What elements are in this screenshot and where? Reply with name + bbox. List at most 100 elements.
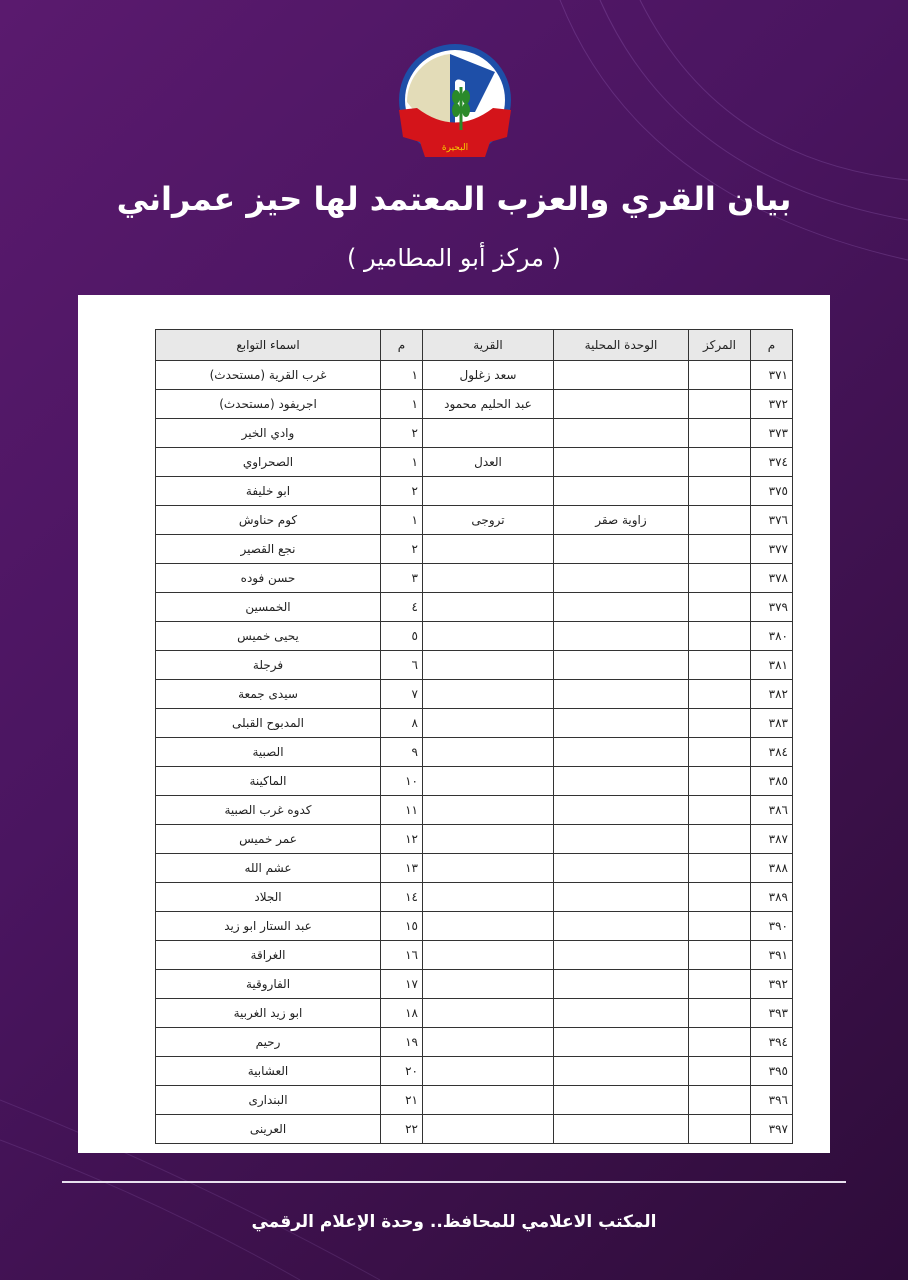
- table-cell: [688, 621, 751, 651]
- table-cell: ١١: [380, 795, 423, 825]
- table-row: ٣٨١ ٦ فرجلة: [155, 650, 793, 680]
- table-cell: [422, 1114, 554, 1144]
- table-cell: [553, 476, 689, 506]
- column-header: الوحدة المحلية: [553, 329, 689, 361]
- table-cell: ابو خليفة: [155, 476, 381, 506]
- table-header-row: م المركز الوحدة المحلية القرية م اسماء التواب…: [155, 329, 793, 361]
- table-cell: حسن فوده: [155, 563, 381, 593]
- table-cell: [553, 940, 689, 970]
- table-cell: [553, 1027, 689, 1057]
- table-cell: [688, 418, 751, 448]
- table-cell: ٣٩٠: [750, 911, 793, 941]
- table-cell: فرجلة: [155, 650, 381, 680]
- table-row: ٣٨٩ ١٤ الجلاد: [155, 882, 793, 912]
- footer-credit: المكتب الاعلامي للمحافظ.. وحدة الإعلام ا…: [251, 1212, 657, 1232]
- table-cell: ٥: [380, 621, 423, 651]
- table-cell: [688, 476, 751, 506]
- table-row: ٣٩٥ ٢٠ العشابية: [155, 1056, 793, 1086]
- table-cell: [553, 998, 689, 1028]
- table-cell: عبد الحليم محمود: [422, 389, 554, 419]
- table-cell: عمر خميس: [155, 824, 381, 854]
- table-cell: ١: [380, 447, 423, 477]
- table-cell: ١٨: [380, 998, 423, 1028]
- table-cell: [422, 853, 554, 883]
- table-cell: كدوه غرب الصبية: [155, 795, 381, 825]
- table-cell: [422, 882, 554, 912]
- table-cell: ٣٩١: [750, 940, 793, 970]
- table-cell: [553, 679, 689, 709]
- table-cell: ٢٢: [380, 1114, 423, 1144]
- table-row: ٣٩٠ ١٥ عبد الستار ابو زيد: [155, 911, 793, 941]
- column-header: المركز: [688, 329, 751, 361]
- table-cell: [422, 592, 554, 622]
- table-cell: [688, 505, 751, 535]
- table-cell: [688, 998, 751, 1028]
- table-cell: [553, 708, 689, 738]
- table-cell: غرب القرية (مستحدث): [155, 360, 381, 390]
- table-cell: [688, 1085, 751, 1115]
- table-cell: [553, 824, 689, 854]
- table-cell: [688, 389, 751, 419]
- table-cell: [688, 737, 751, 767]
- table-cell: ١: [380, 389, 423, 419]
- table-cell: [553, 1085, 689, 1115]
- table-cell: ١٠: [380, 766, 423, 796]
- column-header: م: [380, 329, 423, 361]
- table-cell: [553, 360, 689, 390]
- table-cell: ٣٩٧: [750, 1114, 793, 1144]
- table-cell: [553, 447, 689, 477]
- table-cell: [422, 563, 554, 593]
- table-cell: [553, 563, 689, 593]
- table-cell: ٣٧٣: [750, 418, 793, 448]
- table-cell: [688, 795, 751, 825]
- table-cell: [422, 795, 554, 825]
- column-header: م: [750, 329, 793, 361]
- table-row: ٣٨٧ ١٢ عمر خميس: [155, 824, 793, 854]
- table-cell: ٣٩٣: [750, 998, 793, 1028]
- table-cell: ٣٩٦: [750, 1085, 793, 1115]
- table-cell: الغراقة: [155, 940, 381, 970]
- table-cell: [688, 592, 751, 622]
- table-cell: [422, 621, 554, 651]
- table-cell: [553, 737, 689, 767]
- table-cell: ٣٨٢: [750, 679, 793, 709]
- table-cell: [422, 476, 554, 506]
- table-cell: نجع القصير: [155, 534, 381, 564]
- table-cell: ١٤: [380, 882, 423, 912]
- table-cell: العشابية: [155, 1056, 381, 1086]
- table-cell: [422, 418, 554, 448]
- table-row: ٣٧٩ ٤ الخمسين: [155, 592, 793, 622]
- table-cell: ٣٩٤: [750, 1027, 793, 1057]
- table-cell: ٣٧٤: [750, 447, 793, 477]
- page-title: بيان القري والعزب المعتمد لها حيز عمراني: [116, 180, 792, 218]
- table-cell: الصبية: [155, 737, 381, 767]
- table-cell: [688, 853, 751, 883]
- table-cell: ٣: [380, 563, 423, 593]
- table-row: ٣٧٥ ٢ ابو خليفة: [155, 476, 793, 506]
- table-cell: [688, 882, 751, 912]
- table-cell: ٨: [380, 708, 423, 738]
- table-cell: [688, 1114, 751, 1144]
- table-row: ٣٧٤ العدل ١ الصحراوي: [155, 447, 793, 477]
- table-row: ٣٩٦ ٢١ البندارى: [155, 1085, 793, 1115]
- table-row: ٣٩١ ١٦ الغراقة: [155, 940, 793, 970]
- table-cell: ١٢: [380, 824, 423, 854]
- table-row: ٣٧٢ عبد الحليم محمود ١ اجريفود (مستحدث): [155, 389, 793, 419]
- table-row: ٣٩٤ ١٩ رحيم: [155, 1027, 793, 1057]
- table-row: ٣٧١ سعد زغلول ١ غرب القرية (مستحدث): [155, 360, 793, 390]
- table-row: ٣٩٣ ١٨ ابو زيد الغربية: [155, 998, 793, 1028]
- table-cell: [422, 998, 554, 1028]
- table-cell: ١: [380, 505, 423, 535]
- table-cell: ٣٨٤: [750, 737, 793, 767]
- table-cell: يحيى خميس: [155, 621, 381, 651]
- table-cell: [553, 418, 689, 448]
- table-cell: ١٣: [380, 853, 423, 883]
- table-cell: [553, 534, 689, 564]
- table-row: ٣٨٦ ١١ كدوه غرب الصبية: [155, 795, 793, 825]
- table-cell: المدبوح القبلى: [155, 708, 381, 738]
- table-cell: ٤: [380, 592, 423, 622]
- table-cell: العدل: [422, 447, 554, 477]
- table-cell: [553, 650, 689, 680]
- column-header: اسماء التوابع: [155, 329, 381, 361]
